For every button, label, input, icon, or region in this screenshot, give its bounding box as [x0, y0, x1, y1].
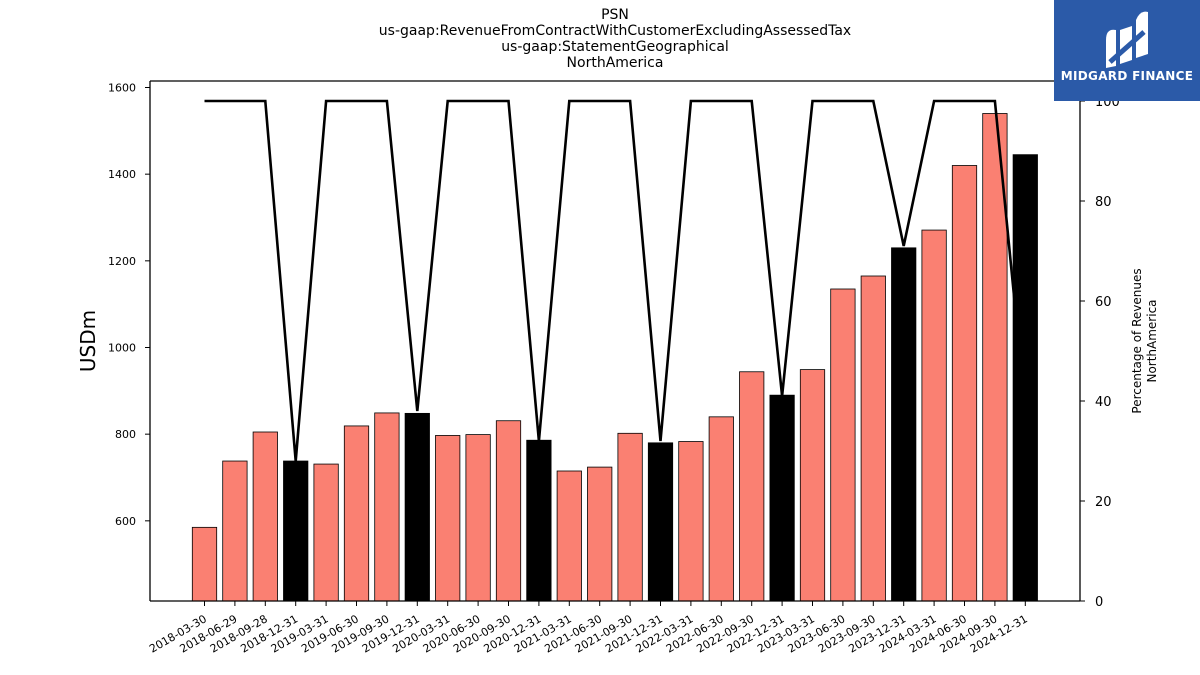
y2-tick-label: 0 [1095, 595, 1103, 610]
bar [769, 394, 795, 602]
y-tick-label: 1000 [108, 342, 136, 355]
logo-text: MIDGARD FINANCE [1060, 69, 1194, 83]
bar [526, 439, 552, 602]
bar [465, 434, 491, 602]
bar [343, 425, 370, 602]
y2-tick-label: 40 [1095, 395, 1112, 410]
logo-mark-icon [1106, 11, 1148, 68]
bar [921, 229, 947, 602]
bar [587, 466, 613, 602]
bar [647, 442, 674, 602]
bar [191, 526, 218, 602]
y-tick-label: 800 [115, 428, 136, 441]
bar [222, 460, 248, 602]
bar [374, 412, 400, 602]
bar [708, 416, 734, 602]
title-ticker: PSN [601, 7, 629, 23]
y2-axis-label: NorthAmerica [1145, 299, 1159, 382]
y-tick-label: 1200 [108, 255, 136, 268]
bar [860, 275, 886, 602]
bar [404, 412, 430, 602]
midgard-logo: MIDGARD FINANCE [1054, 0, 1200, 101]
bar [495, 420, 522, 602]
y-tick-label: 1400 [108, 168, 136, 181]
title-axis: us-gaap:StatementGeographical [501, 39, 729, 55]
bar [1012, 154, 1038, 602]
y-tick-label: 600 [115, 515, 136, 528]
bar [799, 369, 826, 602]
bar [252, 431, 278, 602]
bar [951, 165, 978, 602]
bar [739, 371, 765, 602]
y2-axis-label: Percentage of Revenues [1130, 268, 1144, 413]
bar [678, 441, 704, 602]
y-tick-label: 1600 [108, 82, 136, 95]
bar [435, 435, 461, 602]
bar [891, 247, 917, 602]
bar [283, 460, 309, 602]
y2-tick-label: 20 [1095, 495, 1112, 510]
bar [617, 432, 643, 602]
title-member: NorthAmerica [566, 55, 664, 71]
y2-tick-label: 60 [1095, 295, 1112, 310]
y2-tick-label: 80 [1095, 195, 1112, 210]
bar [556, 470, 582, 602]
bar [313, 463, 339, 602]
y-axis-label: USDm [76, 310, 100, 372]
percentage-line [204, 99, 1027, 462]
title-concept: us-gaap:RevenueFromContractWithCustomerE… [378, 23, 852, 39]
bar [830, 288, 856, 602]
